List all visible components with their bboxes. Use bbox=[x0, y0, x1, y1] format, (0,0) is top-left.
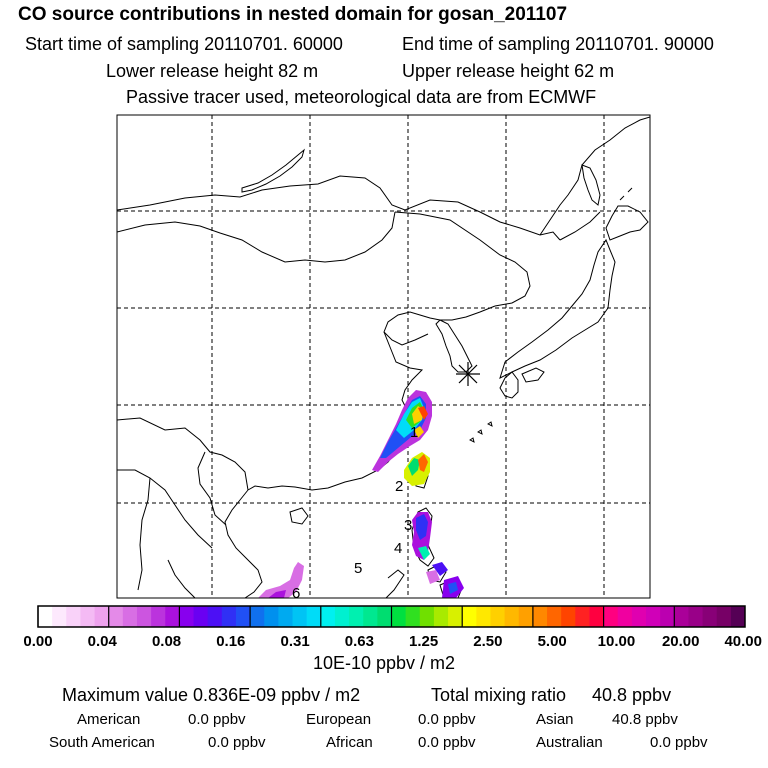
region-name-european: European bbox=[306, 711, 372, 728]
colorbar-swatch bbox=[575, 606, 590, 627]
colorbar-swatch bbox=[221, 606, 237, 627]
tracer-note: Passive tracer used, meteorological data… bbox=[126, 87, 597, 107]
colorbar-swatch bbox=[94, 606, 110, 627]
colorbar-swatch bbox=[391, 606, 407, 627]
colorbar-unit: 10E-10 ppbv / m2 bbox=[312, 653, 456, 673]
colorbar-swatch bbox=[207, 606, 223, 627]
colorbar-swatch bbox=[193, 606, 209, 627]
colorbar-tick-label: 10.00 bbox=[598, 633, 636, 650]
colorbar-tick-label: 0.08 bbox=[152, 633, 181, 650]
colorbar-swatch bbox=[377, 606, 392, 627]
region-value-south-american: 0.0 ppbv bbox=[208, 734, 266, 751]
upper-release-height: Upper release height 62 m bbox=[402, 61, 615, 81]
tracer-footprint bbox=[258, 390, 464, 598]
coastlines bbox=[117, 116, 650, 598]
region-name-australian: Australian bbox=[536, 734, 603, 751]
source-label-3: 3 bbox=[404, 517, 412, 534]
colorbar-tick-label: 20.00 bbox=[662, 633, 700, 650]
colorbar-swatch bbox=[38, 606, 53, 627]
colorbar-swatch bbox=[490, 606, 506, 627]
colorbar-swatch bbox=[66, 606, 81, 627]
colorbar-frame bbox=[37, 605, 746, 628]
colorbar-swatch bbox=[80, 606, 96, 627]
colorbar-swatch bbox=[631, 606, 647, 627]
region-name-south-american: South American bbox=[49, 734, 155, 751]
colorbar-swatch bbox=[688, 606, 704, 627]
colorbar-swatch bbox=[306, 606, 322, 627]
region-name-asian: Asian bbox=[536, 711, 574, 728]
colorbar-swatch bbox=[151, 606, 166, 627]
region-name-african: African bbox=[326, 734, 373, 751]
colorbar-tick-label: 0.31 bbox=[280, 633, 309, 650]
colorbar-swatch bbox=[589, 606, 605, 627]
colorbar-swatch bbox=[603, 606, 619, 627]
colorbar-swatch bbox=[674, 606, 689, 627]
colorbar-tick-label: 40.00 bbox=[724, 633, 762, 650]
source-label-4: 4 bbox=[394, 540, 402, 557]
colorbar-swatch bbox=[547, 606, 562, 627]
colorbar-swatch bbox=[561, 606, 576, 627]
colorbar-swatch bbox=[476, 606, 491, 627]
colorbar-tick-label: 0.63 bbox=[345, 633, 374, 650]
region-value-african: 0.0 ppbv bbox=[418, 734, 476, 751]
end-time: End time of sampling 20110701. 90000 bbox=[402, 34, 714, 54]
colorbar-swatch bbox=[278, 606, 294, 627]
source-label-6: 6 bbox=[292, 585, 300, 602]
colorbar-tick-label: 0.00 bbox=[23, 633, 52, 650]
colorbar-swatch bbox=[702, 606, 718, 627]
colorbar-swatch bbox=[363, 606, 378, 627]
colorbar-swatch bbox=[334, 606, 350, 627]
region-value-european: 0.0 ppbv bbox=[418, 711, 476, 728]
colorbar-swatch bbox=[320, 606, 336, 627]
colorbar-tick-label: 1.25 bbox=[409, 633, 438, 650]
colorbar-tick-label: 0.04 bbox=[88, 633, 118, 650]
colorbar-swatch bbox=[660, 606, 675, 627]
colorbar-swatch bbox=[462, 606, 477, 627]
lower-release-height: Lower release height 82 m bbox=[106, 61, 319, 81]
colorbar-swatch bbox=[405, 606, 421, 627]
colorbar bbox=[37, 605, 746, 628]
colorbar-swatch bbox=[292, 606, 308, 627]
colorbar-swatch bbox=[617, 606, 633, 627]
colorbar-swatch bbox=[179, 606, 195, 627]
colorbar-swatch bbox=[235, 606, 251, 627]
colorbar-swatch bbox=[108, 606, 124, 627]
map-domain bbox=[117, 115, 650, 598]
colorbar-swatch bbox=[250, 606, 265, 627]
colorbar-swatch bbox=[504, 606, 520, 627]
total-mixing-label: Total mixing ratio bbox=[431, 685, 567, 705]
map-frame bbox=[116, 114, 651, 599]
colorbar-swatch bbox=[52, 606, 67, 627]
colorbar-swatch bbox=[646, 606, 661, 627]
source-label-2: 2 bbox=[395, 478, 403, 495]
colorbar-swatch bbox=[136, 606, 152, 627]
colorbar-tick-label: 2.50 bbox=[473, 633, 502, 650]
map-title: CO source contributions in nested domain… bbox=[18, 4, 568, 25]
colorbar-swatch bbox=[419, 606, 435, 627]
start-time: Start time of sampling 20110701. 60000 bbox=[25, 34, 343, 54]
colorbar-swatch bbox=[433, 606, 449, 627]
region-value-american: 0.0 ppbv bbox=[188, 711, 246, 728]
maximum-value: Maximum value 0.836E-09 ppbv / m2 bbox=[62, 685, 361, 705]
region-value-asian: 40.8 ppbv bbox=[612, 711, 678, 728]
region-name-american: American bbox=[77, 711, 141, 728]
colorbar-swatch bbox=[122, 606, 138, 627]
colorbar-tick-labels: 0.00 0.04 0.08 0.16 0.31 0.63 1.25 2.50 5.00 10.0… bbox=[23, 633, 762, 650]
colorbar-tick-label: 0.16 bbox=[216, 633, 245, 650]
source-label-5: 5 bbox=[354, 560, 362, 577]
colorbar-swatch bbox=[448, 606, 463, 627]
colorbar-swatch bbox=[264, 606, 279, 627]
region-value-australian: 0.0 ppbv bbox=[650, 734, 708, 751]
asterisk-icon bbox=[456, 362, 480, 386]
colorbar-swatch bbox=[730, 606, 746, 627]
colorbar-swatch bbox=[716, 606, 732, 627]
colorbar-tick-label: 5.00 bbox=[538, 633, 567, 650]
colorbar-swatch bbox=[532, 606, 548, 627]
colorbar-swatch bbox=[349, 606, 364, 627]
colorbar-swatch bbox=[165, 606, 180, 627]
total-mixing-value: 40.8 ppbv bbox=[592, 685, 672, 705]
source-label-1: 1 bbox=[410, 424, 418, 441]
colorbar-swatch bbox=[518, 606, 534, 627]
